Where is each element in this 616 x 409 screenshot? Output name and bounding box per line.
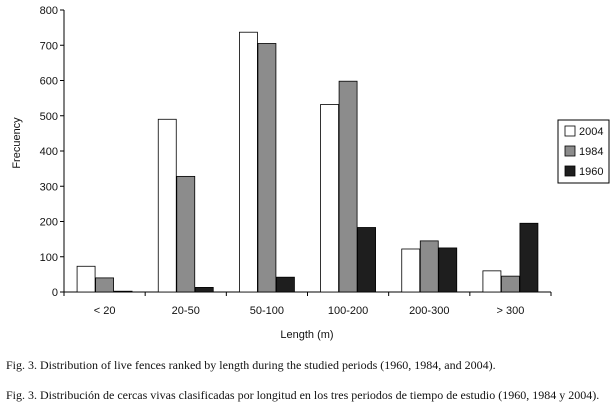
bar-1984-4 <box>419 240 439 293</box>
y-tick-label: 100 <box>40 252 58 264</box>
legend-label-1984: 1984 <box>579 146 603 158</box>
y-axis-title: Frecuency <box>11 117 23 169</box>
bar-1984-2 <box>257 43 277 293</box>
x-tick-label: 100-200 <box>328 305 368 317</box>
y-tick-label: 400 <box>40 146 58 158</box>
x-tick-label: 50-100 <box>250 305 284 317</box>
y-axis: 0 100 200 300 400 500 600 700 800 <box>40 5 65 299</box>
legend: 2004 1984 1960 <box>557 119 610 184</box>
legend-label-1960: 1960 <box>579 166 603 178</box>
bar-chart: 0 100 200 300 400 500 600 700 800 < 20 20-50 50-10… <box>11 5 610 341</box>
caption-english: Fig. 3. Distribution of live fences rank… <box>6 358 496 372</box>
x-tick-label: > 300 <box>496 305 524 317</box>
bar-2004-3 <box>320 104 339 293</box>
bar-1960-3 <box>357 227 376 293</box>
y-tick-label: 500 <box>40 111 58 123</box>
bars <box>76 31 539 293</box>
y-tick-label: 300 <box>40 181 58 193</box>
y-tick-label: 600 <box>40 76 58 88</box>
legend-swatch-1984 <box>564 145 576 157</box>
bar-1960-4 <box>438 247 458 293</box>
y-tick-label: 800 <box>40 5 58 17</box>
bar-1984-5 <box>501 275 520 293</box>
bar-1960-0 <box>113 290 133 293</box>
bar-2004-0 <box>76 265 96 293</box>
x-axis-title: Length (m) <box>280 329 333 341</box>
legend-label-2004: 2004 <box>579 126 603 138</box>
x-tick-label: < 20 <box>94 305 116 317</box>
bar-1984-1 <box>176 175 196 293</box>
bar-1960-2 <box>276 276 295 293</box>
legend-swatch-2004 <box>564 125 576 137</box>
bar-2004-4 <box>401 248 421 293</box>
bar-1960-5 <box>519 222 539 293</box>
bar-2004-2 <box>239 31 258 293</box>
x-tick-label: 20-50 <box>172 305 200 317</box>
bar-1960-1 <box>194 287 214 293</box>
bar-2004-5 <box>482 270 502 293</box>
legend-swatch-1960 <box>564 165 576 177</box>
caption-spanish: Fig. 3. Distribución de cercas vivas cla… <box>6 388 600 402</box>
y-tick-label: 200 <box>40 217 58 229</box>
x-axis: < 20 20-50 50-100 100-200 200-300 > 300 <box>63 291 552 317</box>
bar-1984-0 <box>95 277 114 293</box>
y-tick-label: 0 <box>52 287 58 299</box>
bar-1984-3 <box>338 80 358 293</box>
bar-2004-1 <box>157 118 177 293</box>
y-tick-label: 700 <box>40 40 58 52</box>
x-tick-label: 200-300 <box>409 305 449 317</box>
